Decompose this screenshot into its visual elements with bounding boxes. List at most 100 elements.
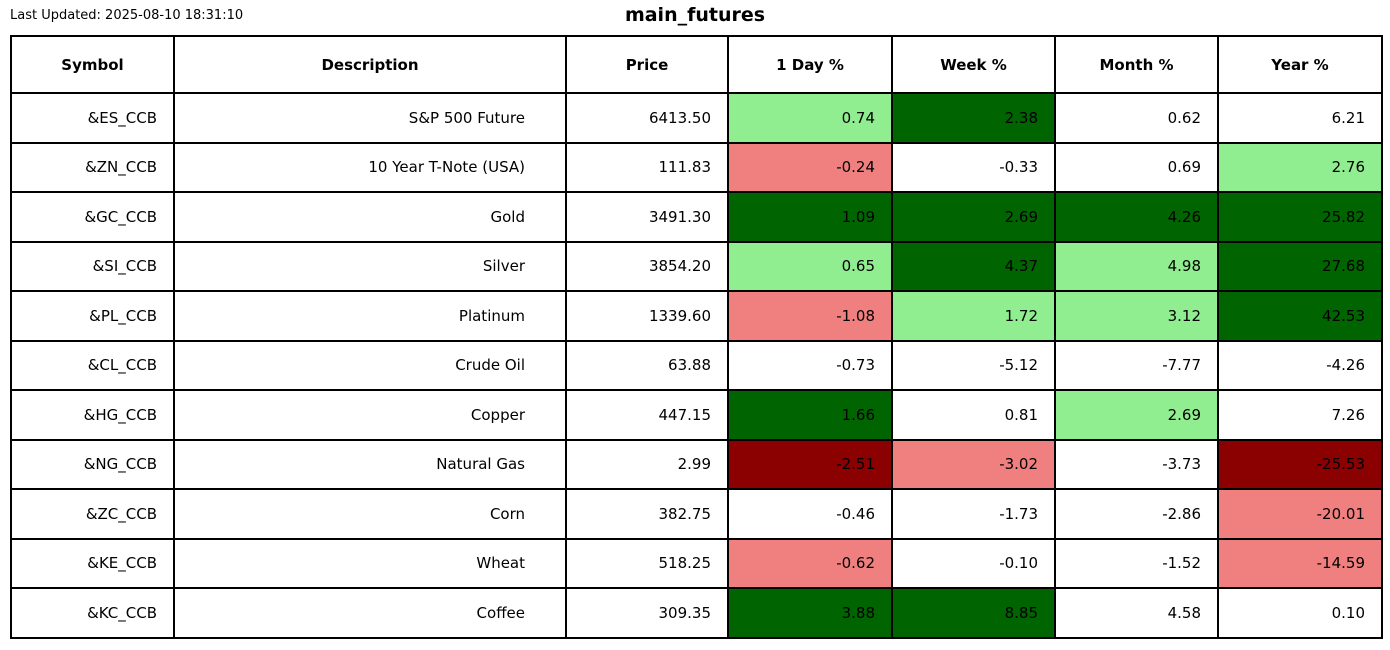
table-body: &ES_CCB S&P 500 Future 6413.50 0.74 2.38 0.62… [10,92,1383,639]
month-pct-cell: 4.58 [1054,587,1219,639]
day-pct-cell: -2.51 [727,438,893,490]
description-cell: Wheat [173,537,567,589]
day-pct-cell: 1.09 [727,191,893,243]
symbol-cell: &ZC_CCB [10,488,175,540]
description-cell: Copper [173,389,567,441]
table-row: &SI_CCB Silver 3854.20 0.65 4.37 4.98 27.68 [10,240,1383,292]
table-header-row: Symbol Description Price 1 Day % Week % Month… [10,35,1383,94]
symbol-cell: &SI_CCB [10,240,175,292]
week-pct-cell: 0.81 [891,389,1056,441]
day-pct-cell: -0.62 [727,537,893,589]
month-pct-cell: -7.77 [1054,339,1219,391]
day-pct-cell: -0.46 [727,488,893,540]
week-pct-cell: 2.69 [891,191,1056,243]
table-row: &HG_CCB Copper 447.15 1.66 0.81 2.69 7.26 [10,389,1383,441]
month-pct-cell: 0.62 [1054,92,1219,144]
day-pct-cell: 0.74 [727,92,893,144]
week-pct-cell: -1.73 [891,488,1056,540]
day-pct-cell: 0.65 [727,240,893,292]
week-pct-cell: 2.38 [891,92,1056,144]
price-cell: 382.75 [565,488,729,540]
price-cell: 1339.60 [565,290,729,342]
symbol-cell: &KE_CCB [10,537,175,589]
week-pct-cell: 1.72 [891,290,1056,342]
symbol-cell: &CL_CCB [10,339,175,391]
year-pct-cell: 25.82 [1217,191,1383,243]
symbol-cell: &HG_CCB [10,389,175,441]
price-cell: 63.88 [565,339,729,391]
description-cell: S&P 500 Future [173,92,567,144]
week-pct-cell: -5.12 [891,339,1056,391]
description-cell: Silver [173,240,567,292]
table-row: &ES_CCB S&P 500 Future 6413.50 0.74 2.38 0.62… [10,92,1383,144]
description-cell: Coffee [173,587,567,639]
month-pct-cell: -2.86 [1054,488,1219,540]
description-cell: Gold [173,191,567,243]
table-row: &GC_CCB Gold 3491.30 1.09 2.69 4.26 25.82 [10,191,1383,243]
month-pct-cell: -1.52 [1054,537,1219,589]
price-cell: 2.99 [565,438,729,490]
futures-table: Symbol Description Price 1 Day % Week % Month… [10,35,1383,639]
day-pct-cell: -1.08 [727,290,893,342]
table-row: &NG_CCB Natural Gas 2.99 -2.51 -3.02 -3.73 -25… [10,438,1383,490]
month-pct-cell: 4.26 [1054,191,1219,243]
table-row: &CL_CCB Crude Oil 63.88 -0.73 -5.12 -7.77 -4.2… [10,339,1383,391]
symbol-cell: &ES_CCB [10,92,175,144]
description-cell: Crude Oil [173,339,567,391]
price-cell: 3491.30 [565,191,729,243]
day-pct-cell: -0.73 [727,339,893,391]
year-pct-cell: 0.10 [1217,587,1383,639]
week-pct-cell: 8.85 [891,587,1056,639]
description-cell: Natural Gas [173,438,567,490]
year-pct-cell: 42.53 [1217,290,1383,342]
price-cell: 447.15 [565,389,729,441]
month-pct-cell: 0.69 [1054,141,1219,193]
year-pct-cell: -14.59 [1217,537,1383,589]
month-pct-cell: 4.98 [1054,240,1219,292]
month-pct-cell: 2.69 [1054,389,1219,441]
description-cell: 10 Year T-Note (USA) [173,141,567,193]
day-pct-cell: 1.66 [727,389,893,441]
week-pct-cell: -0.33 [891,141,1056,193]
month-pct-cell: -3.73 [1054,438,1219,490]
day-pct-cell: 3.88 [727,587,893,639]
year-pct-cell: -25.53 [1217,438,1383,490]
year-pct-cell: 27.68 [1217,240,1383,292]
table-row: &ZC_CCB Corn 382.75 -0.46 -1.73 -2.86 -20.01 [10,488,1383,540]
table-head: Symbol Description Price 1 Day % Week % Month… [10,35,1383,94]
week-pct-cell: -0.10 [891,537,1056,589]
week-pct-cell: -3.02 [891,438,1056,490]
table-row: &KC_CCB Coffee 309.35 3.88 8.85 4.58 0.10 [10,587,1383,639]
table-row: &KE_CCB Wheat 518.25 -0.62 -0.10 -1.52 -14.59 [10,537,1383,589]
week-pct-cell: 4.37 [891,240,1056,292]
year-pct-cell: 2.76 [1217,141,1383,193]
price-cell: 3854.20 [565,240,729,292]
year-pct-cell: 7.26 [1217,389,1383,441]
column-header: Symbol [10,35,175,94]
price-cell: 6413.50 [565,92,729,144]
column-header: Week % [891,35,1056,94]
page-title: main_futures [624,4,766,26]
day-pct-cell: -0.24 [727,141,893,193]
month-pct-cell: 3.12 [1054,290,1219,342]
table-row: &PL_CCB Platinum 1339.60 -1.08 1.72 3.12 42.53 [10,290,1383,342]
year-pct-cell: 6.21 [1217,92,1383,144]
year-pct-cell: -4.26 [1217,339,1383,391]
symbol-cell: &GC_CCB [10,191,175,243]
symbol-cell: &ZN_CCB [10,141,175,193]
description-cell: Corn [173,488,567,540]
price-cell: 111.83 [565,141,729,193]
symbol-cell: &NG_CCB [10,438,175,490]
symbol-cell: &KC_CCB [10,587,175,639]
column-header: Description [173,35,567,94]
symbol-cell: &PL_CCB [10,290,175,342]
year-pct-cell: -20.01 [1217,488,1383,540]
column-header: Month % [1054,35,1219,94]
column-header: 1 Day % [727,35,893,94]
description-cell: Platinum [173,290,567,342]
column-header: Price [565,35,729,94]
price-cell: 309.35 [565,587,729,639]
last-updated-text: Last Updated: 2025-08-10 18:31:10 [10,8,244,23]
column-header: Year % [1217,35,1383,94]
table-row: &ZN_CCB 10 Year T-Note (USA) 111.83 -0.24 -0… [10,141,1383,193]
